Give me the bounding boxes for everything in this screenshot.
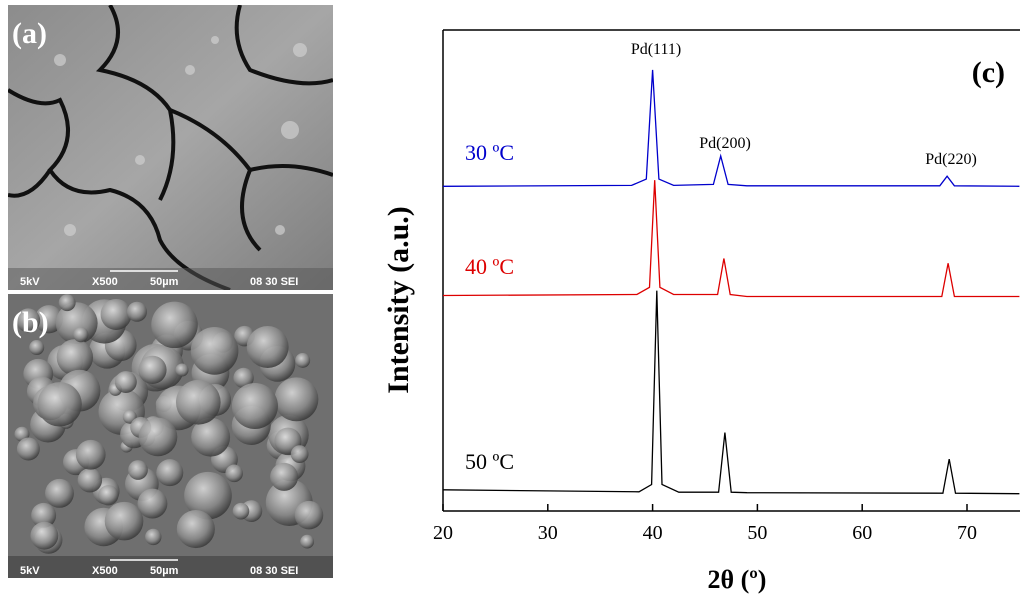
nodule bbox=[233, 367, 254, 389]
nodule bbox=[29, 340, 45, 356]
plot-area bbox=[443, 69, 1020, 495]
nodule bbox=[138, 355, 167, 384]
nodule bbox=[128, 460, 148, 480]
nodule bbox=[126, 301, 147, 322]
x-tick-label: 20 bbox=[433, 522, 453, 544]
sem-panel-a bbox=[8, 5, 333, 290]
nodule bbox=[190, 327, 239, 375]
peak-label: Pd(200) bbox=[699, 135, 751, 152]
y-axis-label: Intensity (a.u.) bbox=[382, 206, 415, 394]
nodule bbox=[75, 439, 106, 470]
nodule bbox=[77, 468, 103, 493]
nodule bbox=[300, 534, 315, 549]
sem-image bbox=[8, 5, 333, 290]
nodules bbox=[14, 294, 324, 554]
nodule bbox=[98, 485, 119, 506]
nodule bbox=[151, 301, 198, 349]
info-bar bbox=[8, 556, 333, 578]
nodule bbox=[137, 488, 168, 519]
nodule bbox=[184, 471, 232, 520]
series-label: 30 ºC bbox=[465, 140, 514, 165]
info-bar bbox=[8, 268, 333, 290]
grains bbox=[54, 36, 307, 236]
series-label: 40 ºC bbox=[465, 254, 514, 279]
series-line bbox=[443, 180, 1020, 298]
nodule bbox=[232, 502, 250, 520]
nodule bbox=[231, 382, 278, 430]
peak-label: Pd(220) bbox=[925, 151, 977, 168]
x-tick-label: 70 bbox=[957, 522, 977, 544]
nodule bbox=[58, 294, 76, 312]
nodule bbox=[176, 510, 215, 549]
x-tick-label: 40 bbox=[643, 522, 663, 544]
sem-info: X500 bbox=[92, 565, 118, 577]
nodule bbox=[31, 502, 57, 528]
nodule bbox=[56, 339, 94, 376]
nodule bbox=[225, 464, 243, 483]
series-line bbox=[443, 290, 1020, 495]
cracks bbox=[8, 5, 333, 290]
x-axis-label: 2θ (º) bbox=[708, 565, 767, 594]
nodule bbox=[34, 305, 63, 334]
sem-info: 5kV bbox=[20, 276, 40, 288]
nodule bbox=[114, 371, 137, 393]
series-line bbox=[443, 69, 1020, 187]
nodule bbox=[175, 379, 221, 425]
nodule bbox=[246, 326, 289, 368]
nodule bbox=[104, 501, 144, 541]
nodule bbox=[145, 528, 162, 546]
nodule bbox=[270, 462, 299, 491]
sem-info: 08 30 SEI bbox=[250, 565, 298, 577]
nodule bbox=[16, 437, 40, 461]
nodule bbox=[100, 298, 132, 330]
nodule bbox=[30, 521, 59, 550]
nodule bbox=[37, 382, 82, 427]
nodule bbox=[73, 327, 89, 343]
nodule bbox=[295, 352, 311, 368]
sem-info: 50µm bbox=[150, 276, 179, 288]
panel-label: (c) bbox=[972, 56, 1005, 89]
panel-label: (a) bbox=[12, 17, 47, 50]
nodule bbox=[138, 417, 178, 457]
x-tick-label: 30 bbox=[538, 522, 558, 544]
x-tick-label: 60 bbox=[852, 522, 872, 544]
nodule bbox=[16, 308, 41, 333]
sem-info: 50µm bbox=[150, 565, 179, 577]
x-tick-label: 50 bbox=[747, 522, 767, 544]
nodule bbox=[290, 445, 309, 463]
series-label: 50 ºC bbox=[465, 449, 514, 474]
sem-info: 08 30 SEI bbox=[250, 276, 298, 288]
sem-info: X500 bbox=[92, 276, 118, 288]
nodule bbox=[45, 478, 74, 508]
nodule bbox=[175, 363, 189, 377]
nodule bbox=[294, 500, 324, 530]
sem-panel-b bbox=[8, 294, 333, 578]
nodule bbox=[274, 377, 319, 422]
panel-label: (b) bbox=[12, 306, 49, 339]
sem-info: 5kV bbox=[20, 565, 40, 577]
nodule bbox=[191, 417, 231, 457]
nodule bbox=[156, 459, 184, 487]
peak-label: Pd(111) bbox=[631, 41, 681, 58]
